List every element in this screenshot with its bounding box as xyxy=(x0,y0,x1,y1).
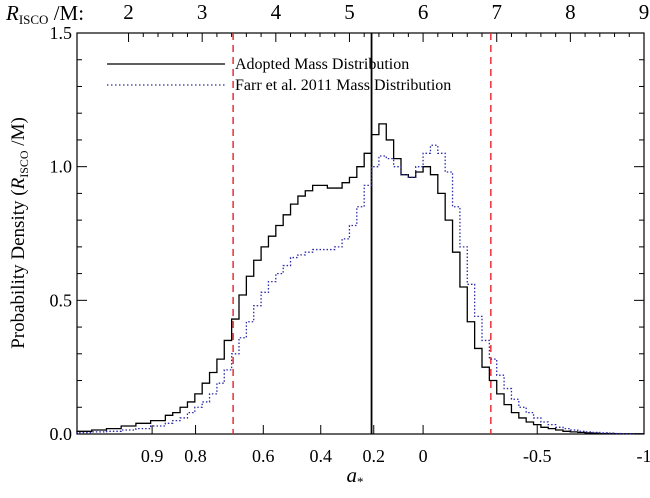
y-axis-ticks: 0.0 0.5 1.0 1.5 xyxy=(50,23,644,444)
y-tick-label-3: 1.5 xyxy=(50,23,73,43)
x-tick-label-0: 0.9 xyxy=(141,446,164,466)
minor-ticks xyxy=(77,33,644,408)
plot-frame xyxy=(76,32,645,435)
top-tick-label-7: 9 xyxy=(639,0,650,24)
x-axis-label-sub: * xyxy=(357,474,364,489)
top-axis-ticks: 2 3 4 5 6 7 8 9 xyxy=(123,0,649,42)
y-tick-label-0: 0.0 xyxy=(50,424,73,444)
x-tick-label-6: -0.5 xyxy=(523,446,552,466)
top-axis-label-suffix: /M: xyxy=(48,1,84,25)
y-tick-label-1: 0.5 xyxy=(50,290,73,310)
x-axis-ticks: 0.9 0.8 0.6 0.4 0.2 0 -0.5 -1 xyxy=(141,425,650,466)
top-tick-label-3: 5 xyxy=(344,0,355,24)
series-group xyxy=(76,123,644,435)
x-tick-label-5: 0 xyxy=(419,446,428,466)
y-axis-label-suffix: /M) xyxy=(8,117,29,150)
x-tick-label-2: 0.6 xyxy=(252,446,275,466)
y-axis-label-r: R xyxy=(8,177,29,190)
top-tick-label-2: 4 xyxy=(271,0,282,24)
x-axis-label: a* xyxy=(347,463,364,489)
legend: Adopted Mass Distribution Farr et al. 20… xyxy=(107,56,451,94)
series-line-farr xyxy=(76,144,644,435)
series-line-adopted xyxy=(76,123,644,435)
top-tick-label-4: 6 xyxy=(418,0,429,24)
top-tick-label-0: 2 xyxy=(123,0,134,24)
top-axis-label: RISCO /M: xyxy=(5,1,84,27)
legend-label-adopted: Adopted Mass Distribution xyxy=(235,56,409,73)
top-tick-label-6: 8 xyxy=(565,0,576,24)
reference-lines xyxy=(232,33,492,434)
top-tick-label-5: 7 xyxy=(491,0,502,24)
legend-label-farr: Farr et al. 2011 Mass Distribution xyxy=(235,77,451,94)
x-tick-label-1: 0.8 xyxy=(184,446,207,466)
x-tick-label-3: 0.4 xyxy=(309,446,332,466)
top-tick-label-1: 3 xyxy=(197,0,208,24)
y-axis-label: Probability Density (RISCO /M) xyxy=(8,117,31,349)
x-tick-label-4: 0.2 xyxy=(363,446,386,466)
x-tick-label-7: -1 xyxy=(637,446,650,466)
y-tick-label-2: 1.0 xyxy=(50,157,73,177)
y-axis-label-sub: ISCO xyxy=(17,150,31,178)
top-axis-label-r: R xyxy=(5,1,19,25)
x-axis-label-main: a xyxy=(347,463,358,487)
y-axis-label-prefix: Probability Density ( xyxy=(8,189,29,348)
top-axis-label-sub: ISCO xyxy=(19,12,49,27)
